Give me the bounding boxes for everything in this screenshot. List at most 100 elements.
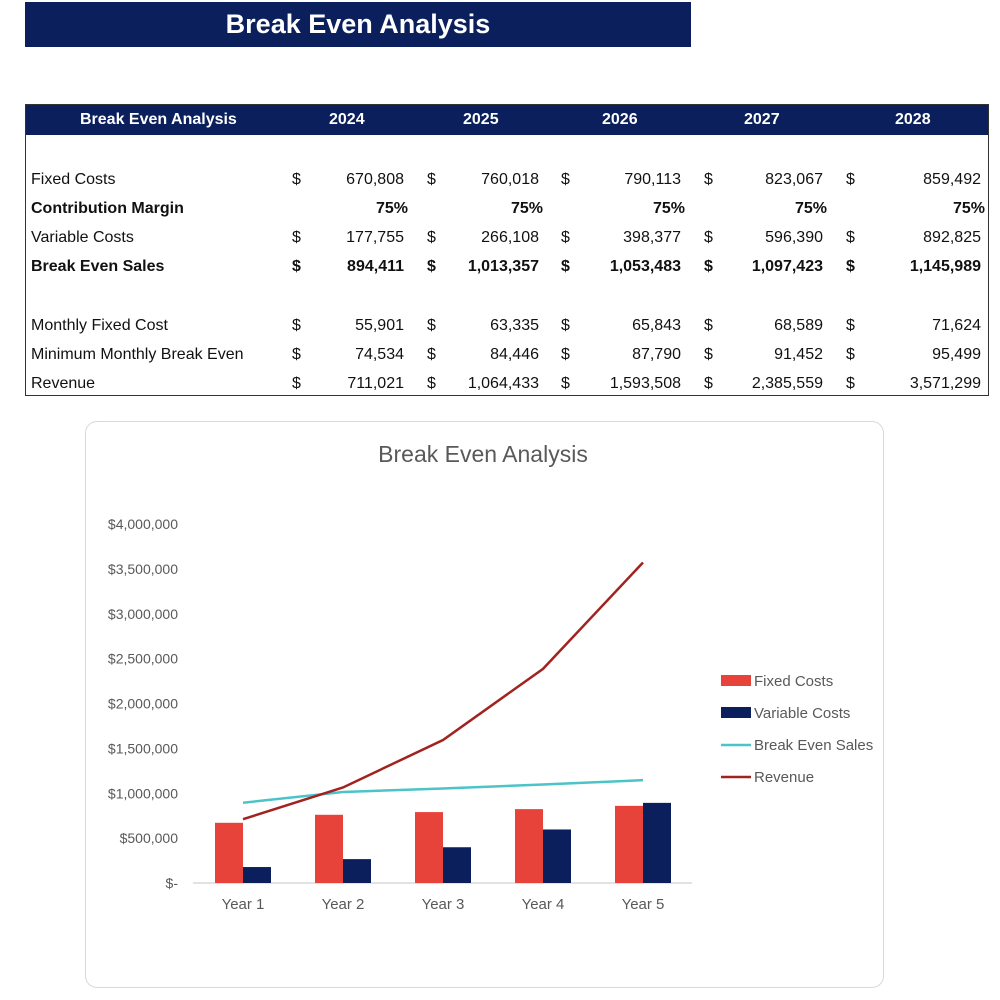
currency-symbol: $ xyxy=(846,346,855,363)
column-header-year: 2025 xyxy=(463,111,499,128)
cell-value: 74,534 xyxy=(355,346,404,363)
cell-value: 1,053,483 xyxy=(609,258,681,275)
currency-symbol: $ xyxy=(704,317,713,334)
cell-value: 75% xyxy=(375,200,408,217)
currency-symbol: $ xyxy=(561,346,570,363)
cell-value: 1,013,357 xyxy=(467,258,539,275)
cell-value: 2,385,559 xyxy=(751,375,823,392)
currency-symbol: $ xyxy=(561,258,570,275)
chart-card xyxy=(85,421,884,988)
break-even-table: Break Even Analysis 2024 2025 2026 2027 2028 … xyxy=(25,104,989,396)
legend-label: Fixed Costs xyxy=(754,673,833,690)
cell-value: 1,145,989 xyxy=(909,258,981,275)
currency-symbol: $ xyxy=(292,317,301,334)
line-break-even-sales xyxy=(242,778,644,804)
chart-title: Break Even Analysis xyxy=(378,441,588,467)
cell-value: 84,446 xyxy=(490,346,539,363)
bar-fixed-costs xyxy=(615,805,643,883)
currency-symbol: $ xyxy=(292,171,301,188)
cell-value: 177,755 xyxy=(346,229,404,246)
cell-value: 3,571,299 xyxy=(909,375,981,392)
cell-value: 63,335 xyxy=(490,317,539,334)
row-label: Monthly Fixed Cost xyxy=(31,317,168,334)
currency-symbol: $ xyxy=(704,229,713,246)
y-tick-label: $- xyxy=(166,875,179,891)
currency-symbol: $ xyxy=(427,375,436,392)
x-tick-label: Year 4 xyxy=(522,896,565,913)
column-header-year: 2024 xyxy=(329,111,365,128)
bar-fixed-costs xyxy=(515,809,543,883)
cell-value: 75% xyxy=(510,200,543,217)
column-header-year: 2027 xyxy=(744,111,780,128)
currency-symbol: $ xyxy=(846,171,855,188)
table-header: Break Even Analysis 2024 2025 2026 2027 2028 xyxy=(26,105,988,135)
table-row: Fixed Costs $670,808 $760,018 $790,113 $823,… xyxy=(26,167,988,195)
cell-value: 65,843 xyxy=(632,317,681,334)
bar-variable-costs xyxy=(443,847,471,883)
currency-symbol: $ xyxy=(561,229,570,246)
currency-symbol: $ xyxy=(561,171,570,188)
cell-value: 1,097,423 xyxy=(751,258,823,275)
y-tick-label: $500,000 xyxy=(120,830,179,846)
y-tick-label: $4,000,000 xyxy=(108,516,178,532)
column-header-label: Break Even Analysis xyxy=(80,111,237,128)
table-row: Contribution Margin 75% 75% 75% 75% 75% xyxy=(26,196,988,224)
cell-value: 823,067 xyxy=(765,171,823,188)
legend-swatch xyxy=(721,707,751,718)
cell-value: 75% xyxy=(794,200,827,217)
bar-fixed-costs xyxy=(415,812,443,883)
currency-symbol: $ xyxy=(292,346,301,363)
table-row: Variable Costs $177,755 $266,108 $398,377 $5… xyxy=(26,225,988,253)
x-tick-label: Year 3 xyxy=(422,896,465,913)
currency-symbol: $ xyxy=(427,346,436,363)
currency-symbol: $ xyxy=(704,375,713,392)
cell-value: 670,808 xyxy=(346,171,404,188)
currency-symbol: $ xyxy=(292,375,301,392)
row-label: Contribution Margin xyxy=(31,200,184,217)
cell-value: 398,377 xyxy=(623,229,681,246)
cell-value: 894,411 xyxy=(347,258,404,275)
currency-symbol: $ xyxy=(427,171,436,188)
y-tick-label: $2,000,000 xyxy=(108,696,178,712)
currency-symbol: $ xyxy=(427,229,436,246)
legend-swatch xyxy=(721,675,751,686)
page-title: Break Even Analysis xyxy=(225,9,491,39)
currency-symbol: $ xyxy=(427,317,436,334)
row-label: Fixed Costs xyxy=(31,171,116,188)
y-tick-label: $1,000,000 xyxy=(108,785,178,801)
legend-label: Break Even Sales xyxy=(754,737,873,754)
currency-symbol: $ xyxy=(846,375,855,392)
y-tick-label: $3,500,000 xyxy=(108,561,178,577)
x-tick-label: Year 2 xyxy=(322,896,365,913)
cell-value: 55,901 xyxy=(355,317,404,334)
bar-variable-costs xyxy=(343,859,371,883)
currency-symbol: $ xyxy=(427,258,436,275)
row-label: Break Even Sales xyxy=(31,258,165,275)
column-header-year: 2028 xyxy=(895,111,931,128)
bar-variable-costs xyxy=(643,802,671,883)
y-tick-label: $1,500,000 xyxy=(108,740,178,756)
currency-symbol: $ xyxy=(704,258,713,275)
table-row: Minimum Monthly Break Even $74,534 $84,446… xyxy=(26,342,988,370)
legend-label: Revenue xyxy=(754,769,814,786)
table-row: Revenue $711,021 $1,064,433 $1,593,508 $2,38… xyxy=(26,371,988,399)
page-title-banner: Break Even Analysis xyxy=(25,2,691,47)
row-label: Variable Costs xyxy=(31,229,134,246)
cell-value: 68,589 xyxy=(774,317,823,334)
cell-value: 1,064,433 xyxy=(467,375,539,392)
cell-value: 892,825 xyxy=(923,229,981,246)
currency-symbol: $ xyxy=(704,171,713,188)
bar-variable-costs xyxy=(543,829,571,883)
cell-value: 75% xyxy=(652,200,685,217)
y-tick-label: $2,500,000 xyxy=(108,651,178,667)
cell-value: 95,499 xyxy=(932,346,981,363)
cell-value: 859,492 xyxy=(923,171,981,188)
currency-symbol: $ xyxy=(846,258,855,275)
column-header-year: 2026 xyxy=(602,111,638,128)
y-tick-label: $3,000,000 xyxy=(108,606,178,622)
cell-value: 91,452 xyxy=(774,346,823,363)
cell-value: 71,624 xyxy=(932,317,981,334)
currency-symbol: $ xyxy=(561,317,570,334)
line-revenue xyxy=(242,561,644,821)
